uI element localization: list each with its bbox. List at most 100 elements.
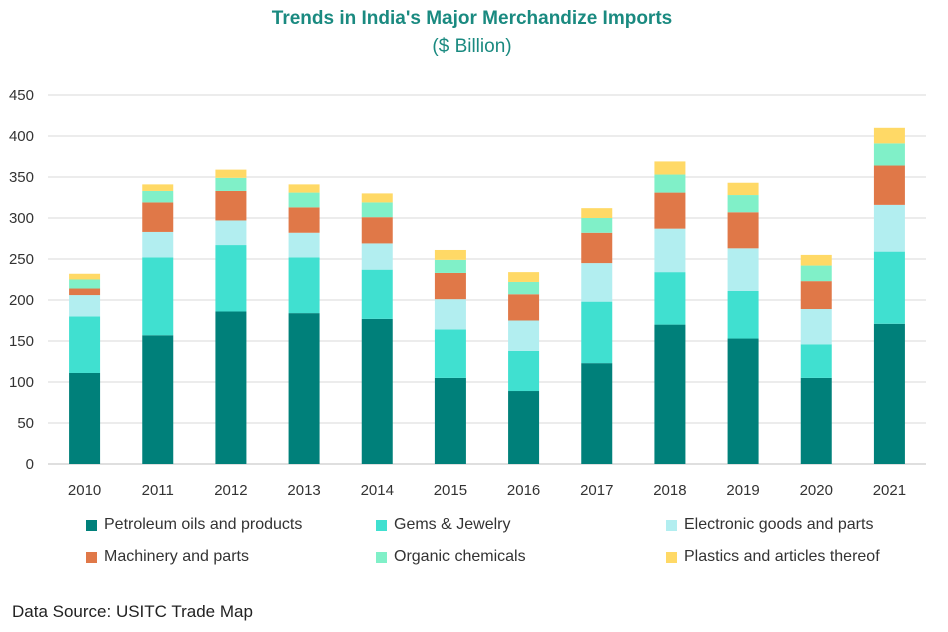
y-tick-label: 100 <box>9 374 34 391</box>
legend-swatch <box>666 519 677 531</box>
bar-segment <box>873 204 905 252</box>
bar-segment <box>800 281 832 310</box>
bar-segment <box>508 350 540 392</box>
bar-segment <box>800 265 832 282</box>
bar-segment <box>288 313 320 464</box>
bar-segment <box>215 245 247 312</box>
bar-segment <box>215 190 247 221</box>
legend-swatch <box>86 519 97 531</box>
bar-segment <box>288 257 320 314</box>
legend-entry: Plastics and articles thereof <box>666 548 916 566</box>
legend-label: Machinery and parts <box>104 548 249 565</box>
bar-segment <box>581 301 613 364</box>
bar-segment <box>873 127 905 144</box>
bar-segment <box>215 177 247 191</box>
y-tick-label: 150 <box>9 333 34 350</box>
bar-segment <box>508 391 540 464</box>
bar-segment <box>142 202 174 232</box>
bar-segment <box>800 254 832 266</box>
bar-segment <box>873 143 905 166</box>
bar-segment <box>581 263 613 302</box>
bar-segment <box>873 251 905 324</box>
x-tick-label: 2021 <box>873 482 906 499</box>
bar-segment <box>654 161 686 175</box>
bar-segment <box>508 320 540 351</box>
chart-title: Trends in India's Major Merchandize Impo… <box>271 8 673 29</box>
legend-swatch <box>86 551 97 563</box>
bar-segment <box>361 243 393 270</box>
legend-label: Electronic goods and parts <box>684 516 874 533</box>
y-tick-label: 400 <box>9 128 34 145</box>
legend-label: Petroleum oils and products <box>104 516 303 533</box>
bar-segment <box>654 228 686 273</box>
x-tick-label: 2018 <box>653 482 686 499</box>
x-tick-label: 2015 <box>434 482 467 499</box>
x-tick-label: 2010 <box>68 482 101 499</box>
x-tick-label: 2012 <box>214 482 247 499</box>
bar-segment <box>361 193 393 203</box>
y-tick-label: 200 <box>9 292 34 309</box>
bar-segment <box>69 372 101 464</box>
y-tick-label: 50 <box>17 415 34 432</box>
bar-segment <box>581 232 613 264</box>
y-tick-label: 350 <box>9 169 34 186</box>
bar-segment <box>800 309 832 345</box>
bar-segment <box>288 184 320 193</box>
bar-segment <box>654 192 686 229</box>
bar-segment <box>361 318 393 464</box>
bar-segment <box>69 316 101 373</box>
bar-segment <box>727 212 759 249</box>
legend-swatch <box>376 551 387 563</box>
stacked-bar-chart: 0 50 100 150 200 250 300 350 400 450 2010 2011 2012 2… <box>9 87 926 499</box>
legend-entry: Organic chemicals <box>376 548 666 566</box>
legend-entry: Petroleum oils and products <box>86 516 376 534</box>
legend-entry: Machinery and parts <box>86 548 376 566</box>
bar-segment <box>69 273 101 280</box>
bar-segment <box>69 295 101 317</box>
bar-segment <box>727 195 759 213</box>
bar-segment <box>508 294 540 321</box>
x-tick-label: 2013 <box>287 482 320 499</box>
bar-segment <box>873 323 905 464</box>
bar-segment <box>581 208 613 218</box>
legend-entry: Gems & Jewelry <box>376 516 666 534</box>
x-tick-label: 2019 <box>726 482 759 499</box>
bar-segment <box>727 290 759 339</box>
x-tick-label: 2011 <box>142 482 174 499</box>
bar-segment <box>434 272 466 300</box>
y-tick-label: 250 <box>9 251 34 268</box>
bar-segment <box>215 311 247 464</box>
bar-segment <box>654 272 686 325</box>
bar-segment <box>288 192 320 208</box>
bar-segment <box>873 165 905 205</box>
bar-segment <box>434 377 466 464</box>
x-tick-label: 2020 <box>800 482 833 499</box>
bar-segment <box>361 202 393 218</box>
x-tick-label: 2017 <box>580 482 613 499</box>
y-tick-label: 450 <box>9 87 34 104</box>
bar-segment <box>800 344 832 378</box>
bar-segment <box>727 182 759 196</box>
bar-segment <box>800 377 832 464</box>
bar-segment <box>434 299 466 330</box>
x-tick-label: 2014 <box>361 482 394 499</box>
bar-segment <box>142 231 174 258</box>
bar-segment <box>434 259 466 273</box>
legend-swatch <box>376 519 387 531</box>
bar-segment <box>142 190 174 203</box>
bar-segment <box>69 288 101 296</box>
data-source-note: Data Source: USITC Trade Map <box>12 602 253 621</box>
legend-entry: Electronic goods and parts <box>666 516 916 534</box>
bar-segment <box>654 174 686 193</box>
bar-segment <box>288 232 320 258</box>
bar-segment <box>434 249 466 260</box>
legend-swatch <box>666 551 677 563</box>
legend-label: Gems & Jewelry <box>394 516 511 533</box>
bar-segment <box>654 324 686 464</box>
legend-label: Organic chemicals <box>394 548 526 565</box>
bar-segment <box>581 218 613 233</box>
bar-segment <box>142 257 174 336</box>
bar-segment <box>508 281 540 295</box>
bar-segment <box>288 207 320 233</box>
y-tick-label: 300 <box>9 210 34 227</box>
